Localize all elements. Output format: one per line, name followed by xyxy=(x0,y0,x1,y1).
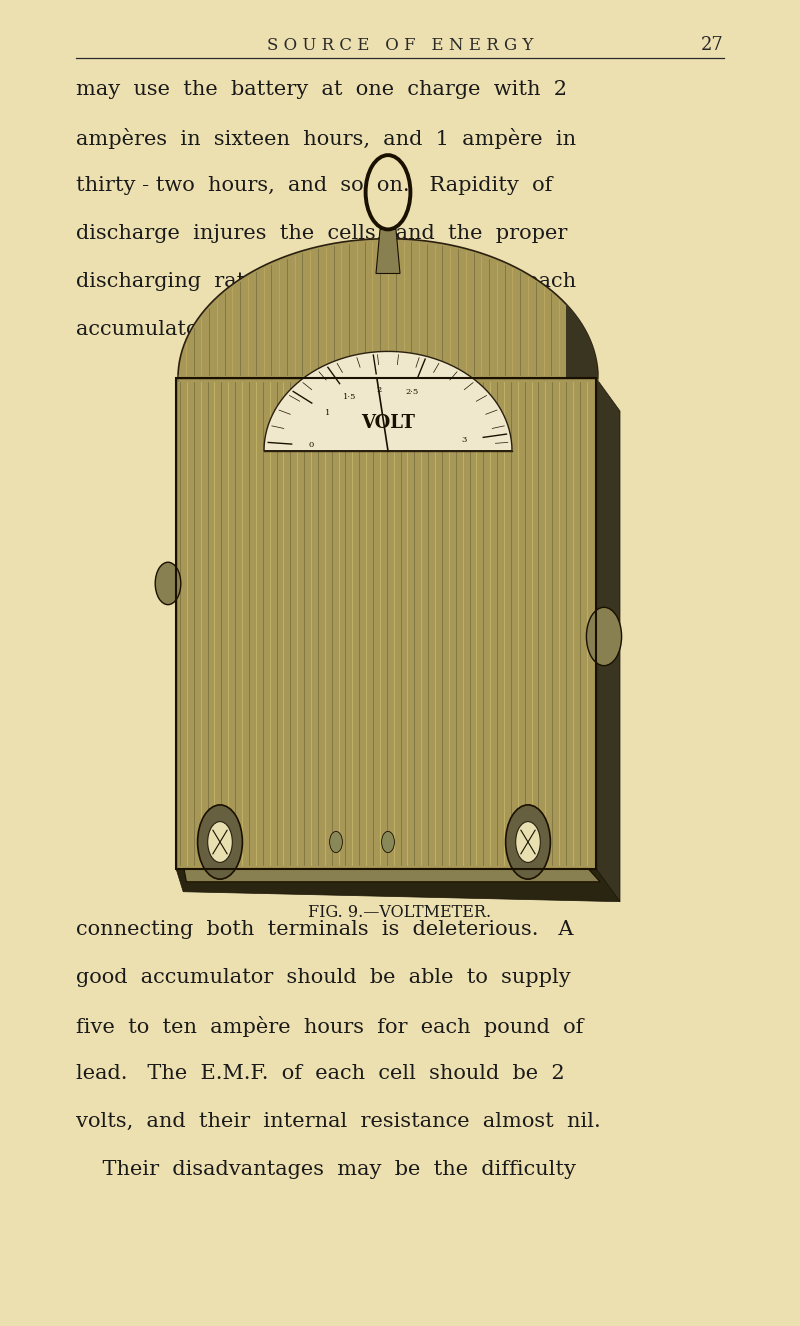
Text: 27: 27 xyxy=(702,36,724,54)
Text: 2·5: 2·5 xyxy=(405,389,418,396)
Circle shape xyxy=(198,805,242,879)
Circle shape xyxy=(586,607,622,666)
Text: discharging  rate  should  be  marked  on  each: discharging rate should be marked on eac… xyxy=(76,272,576,290)
Polygon shape xyxy=(176,869,620,902)
Circle shape xyxy=(382,831,394,853)
Text: Their  disadvantages  may  be  the  difficulty: Their disadvantages may be the difficult… xyxy=(76,1160,576,1179)
Text: ampères  in  sixteen  hours,  and  1  ampère  in: ampères in sixteen hours, and 1 ampère i… xyxy=(76,127,576,149)
Text: 1: 1 xyxy=(325,408,330,416)
Text: 1·5: 1·5 xyxy=(343,394,356,402)
Circle shape xyxy=(155,562,181,605)
Polygon shape xyxy=(178,239,598,378)
Circle shape xyxy=(330,831,342,853)
Circle shape xyxy=(516,822,540,862)
Text: five  to  ten  ampère  hours  for  each  pound  of: five to ten ampère hours for each pound … xyxy=(76,1016,583,1037)
Polygon shape xyxy=(176,378,596,869)
Text: may  use  the  battery  at  one  charge  with  2: may use the battery at one charge with 2 xyxy=(76,80,567,98)
Polygon shape xyxy=(184,869,600,882)
Text: S O U R C E   O F   E N E R G Y: S O U R C E O F E N E R G Y xyxy=(267,37,533,53)
Text: 2: 2 xyxy=(376,386,382,394)
Text: discharge  injures  the  cells,  and  the  proper: discharge injures the cells, and the pro… xyxy=(76,224,567,243)
Polygon shape xyxy=(264,351,512,451)
Polygon shape xyxy=(376,229,400,273)
Polygon shape xyxy=(566,304,598,378)
Circle shape xyxy=(208,822,232,862)
Text: VOLT: VOLT xyxy=(361,414,415,432)
Text: thirty - two  hours,  and  so  on.   Rapidity  of: thirty - two hours, and so on. Rapidity … xyxy=(76,175,552,195)
Text: good  accumulator  should  be  able  to  supply: good accumulator should be able to suppl… xyxy=(76,968,570,988)
Text: connecting  both  terminals  is  deleterious.   A: connecting both terminals is deleterious… xyxy=(76,920,574,939)
Polygon shape xyxy=(596,378,620,902)
Text: 3: 3 xyxy=(461,436,466,444)
Text: lead.   The  E.M.F.  of  each  cell  should  be  2: lead. The E.M.F. of each cell should be … xyxy=(76,1065,565,1083)
Text: volts,  and  their  internal  resistance  almost  nil.: volts, and their internal resistance alm… xyxy=(76,1113,601,1131)
Circle shape xyxy=(506,805,550,879)
Text: 0: 0 xyxy=(309,442,314,450)
Text: FIG. 9.—VOLTMETER.: FIG. 9.—VOLTMETER. xyxy=(309,904,491,922)
Text: accumulator.   Short  circuiting  or  flashing  by: accumulator. Short circuiting or flashin… xyxy=(76,320,579,338)
